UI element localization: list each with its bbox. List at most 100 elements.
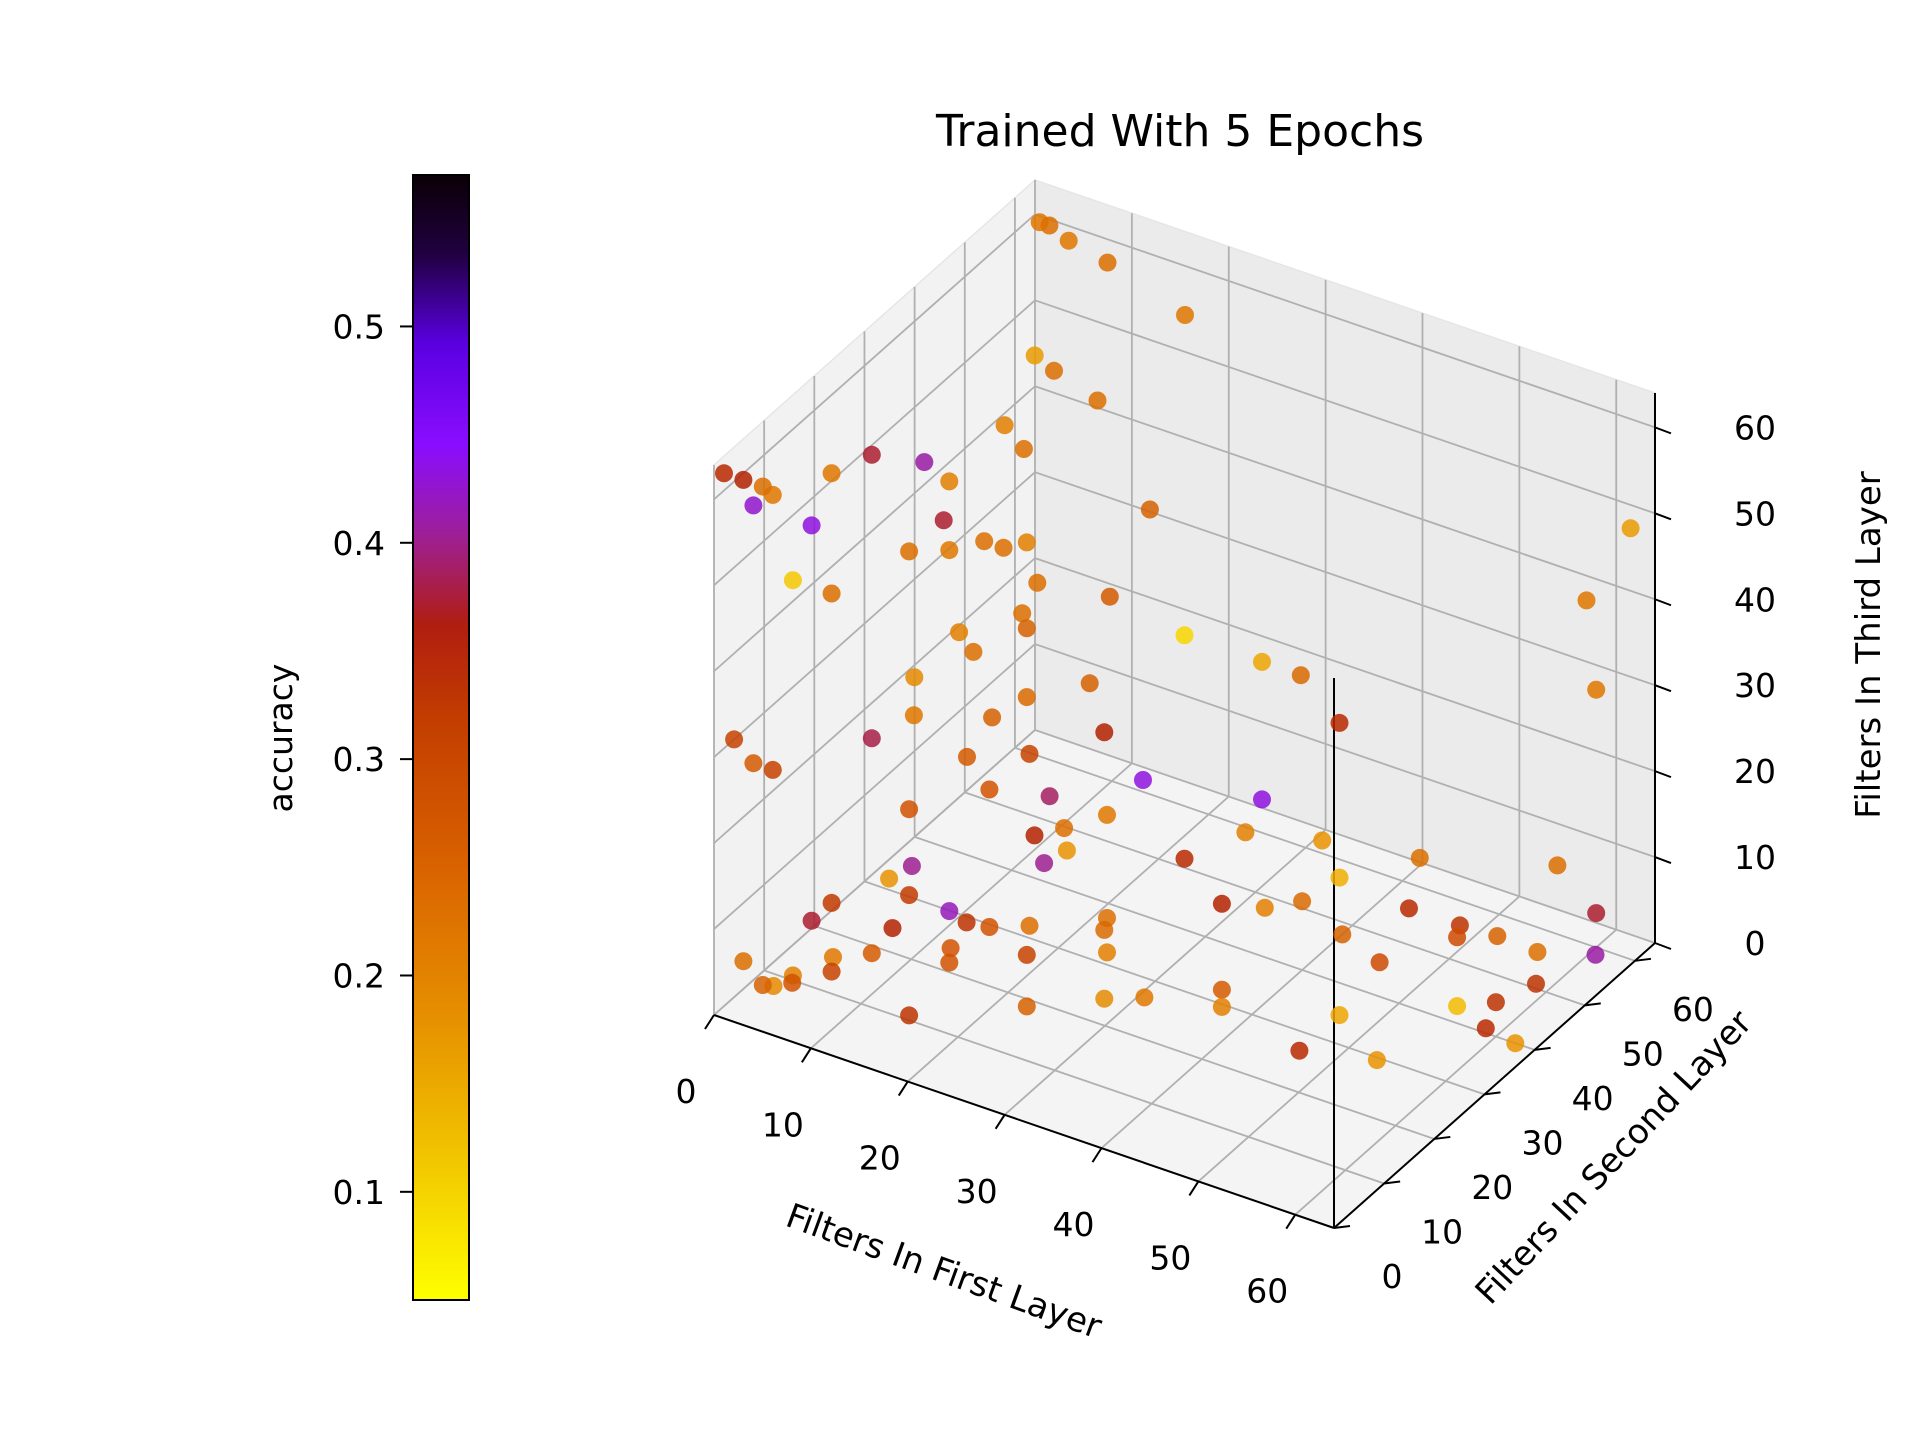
x-tick-label: 40 bbox=[1053, 1205, 1095, 1244]
data-point bbox=[1100, 587, 1119, 606]
data-point bbox=[1293, 892, 1312, 911]
data-point bbox=[1140, 500, 1159, 519]
z-tick-label: 50 bbox=[1734, 494, 1776, 533]
data-point bbox=[1486, 993, 1505, 1012]
data-point bbox=[1548, 856, 1567, 875]
data-point bbox=[1527, 974, 1545, 993]
data-point bbox=[1506, 1034, 1525, 1053]
colorbar-gradient bbox=[412, 174, 470, 1301]
data-point bbox=[1175, 626, 1194, 645]
x-tick-mark bbox=[801, 1047, 812, 1063]
data-point bbox=[1476, 1019, 1495, 1038]
colorbar-label: accuracy bbox=[261, 664, 300, 813]
data-point bbox=[1448, 997, 1467, 1016]
data-point bbox=[744, 496, 763, 515]
data-point bbox=[1028, 573, 1047, 592]
grid-y-floor bbox=[814, 925, 1435, 1140]
data-point bbox=[1035, 854, 1054, 873]
data-point bbox=[1025, 826, 1044, 845]
data-point bbox=[994, 538, 1013, 557]
data-point bbox=[1098, 805, 1116, 824]
y-tick-label: 40 bbox=[1572, 1079, 1614, 1118]
grid-z-back bbox=[1034, 643, 1656, 858]
grid-z-left bbox=[713, 299, 1036, 586]
data-point bbox=[883, 919, 902, 938]
x-tick-mark bbox=[994, 1114, 1006, 1130]
data-point bbox=[941, 939, 960, 958]
data-point bbox=[1212, 894, 1231, 913]
data-point bbox=[1017, 945, 1036, 964]
data-point bbox=[1313, 831, 1332, 850]
y-tick-label: 50 bbox=[1622, 1034, 1664, 1073]
data-point bbox=[725, 730, 744, 749]
data-point bbox=[1017, 688, 1036, 707]
data-point bbox=[783, 571, 802, 590]
z-tick-label: 10 bbox=[1734, 838, 1776, 877]
x-tick-mark bbox=[1285, 1214, 1297, 1230]
data-point bbox=[950, 623, 969, 642]
z-tick-label: 0 bbox=[1745, 924, 1766, 963]
y-axis-line bbox=[1333, 942, 1656, 1229]
data-point bbox=[1017, 619, 1036, 638]
grid-z-left bbox=[713, 385, 1036, 672]
y-tick-mark bbox=[1484, 1091, 1501, 1096]
x-tick-label: 10 bbox=[762, 1105, 804, 1144]
y-tick-mark bbox=[1634, 957, 1652, 962]
grid-z-back bbox=[1034, 385, 1656, 601]
grid-z-back bbox=[1034, 471, 1656, 687]
data-point bbox=[1017, 533, 1036, 552]
data-point bbox=[964, 642, 983, 661]
data-point bbox=[1088, 391, 1107, 410]
data-point bbox=[1255, 898, 1274, 917]
data-point bbox=[1400, 899, 1418, 918]
data-point bbox=[900, 1006, 919, 1025]
z-tick-label: 30 bbox=[1734, 666, 1776, 705]
data-point bbox=[1080, 674, 1099, 693]
z-tick-mark bbox=[1654, 942, 1672, 950]
data-point bbox=[822, 893, 841, 912]
data-point bbox=[734, 470, 753, 489]
data-point bbox=[880, 869, 899, 888]
data-point bbox=[822, 962, 841, 981]
x-tick-label: 30 bbox=[956, 1172, 998, 1211]
grid-z-back bbox=[1034, 557, 1656, 772]
z-tick-mark bbox=[1654, 512, 1672, 521]
data-point bbox=[822, 464, 841, 483]
data-point bbox=[1587, 904, 1606, 923]
x-axis-line bbox=[713, 1014, 1335, 1229]
chart-title: Trained With 5 Epochs bbox=[935, 106, 1424, 157]
data-point bbox=[1095, 723, 1114, 742]
z-axis-label: Filters In Third Layer bbox=[1849, 471, 1889, 818]
z-tick-mark bbox=[1654, 856, 1672, 864]
colorbar-tick-label: 0.1 bbox=[333, 1173, 385, 1212]
data-point bbox=[862, 944, 881, 963]
x-tick-mark bbox=[1091, 1147, 1103, 1163]
data-point bbox=[1330, 868, 1349, 887]
data-point bbox=[934, 511, 953, 530]
grid-z-back bbox=[1034, 729, 1656, 944]
data-point bbox=[783, 973, 802, 992]
data-point bbox=[995, 416, 1014, 435]
data-point bbox=[1095, 989, 1114, 1008]
data-points bbox=[715, 213, 1640, 1070]
data-point bbox=[900, 542, 919, 561]
grid-x-floor bbox=[1294, 929, 1617, 1216]
data-point bbox=[763, 760, 782, 779]
z-tick-mark bbox=[1654, 426, 1672, 435]
z-tick-mark bbox=[1654, 770, 1672, 779]
data-point bbox=[1040, 216, 1059, 235]
data-point bbox=[1448, 928, 1467, 947]
data-point bbox=[1410, 848, 1429, 867]
data-point bbox=[1175, 849, 1194, 868]
y-tick-label: 10 bbox=[1421, 1212, 1463, 1251]
data-point bbox=[753, 477, 772, 496]
data-point bbox=[1020, 916, 1039, 935]
colorbar-tick-label: 0.2 bbox=[333, 956, 385, 995]
y-tick-mark bbox=[1434, 1135, 1451, 1140]
grid-z-left bbox=[713, 643, 1036, 930]
data-point bbox=[940, 902, 959, 921]
grid-x-floor bbox=[810, 762, 1133, 1049]
axis-lines bbox=[713, 393, 1656, 1229]
data-point bbox=[1098, 943, 1116, 962]
